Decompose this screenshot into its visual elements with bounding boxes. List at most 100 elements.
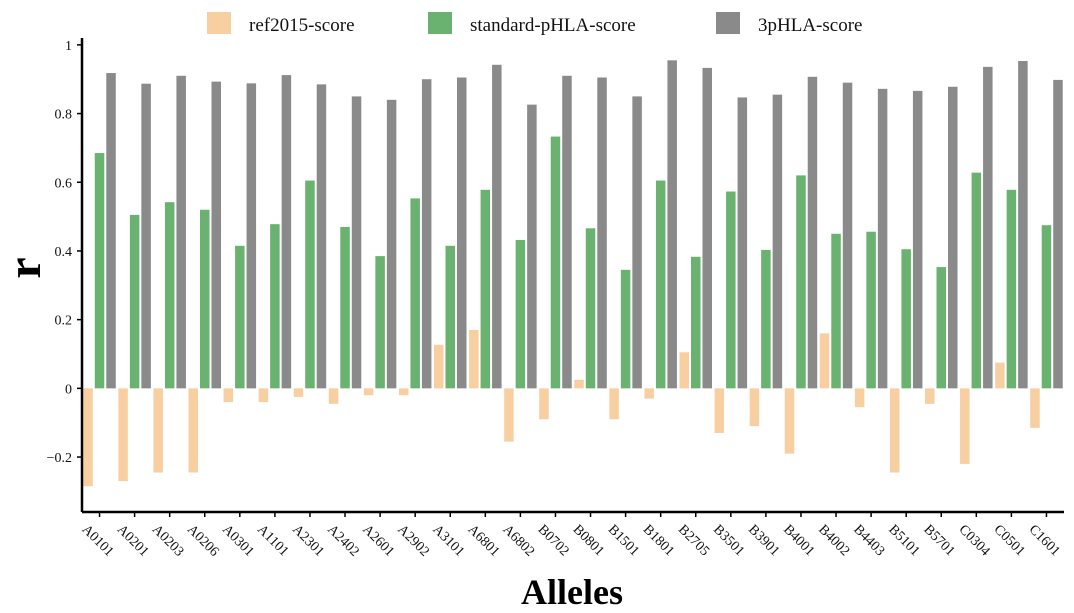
bar-standard-pHLA-score-B0801 xyxy=(585,228,596,389)
y-tick-label: 0.8 xyxy=(55,108,73,123)
bar-standard-pHLA-score-B2705 xyxy=(691,256,701,389)
bar-3pHLA-score-A6802 xyxy=(527,104,537,389)
bar-standard-pHLA-score-A2902 xyxy=(410,198,420,389)
x-axis-title: Alleles xyxy=(521,572,623,608)
y-tick-label: 1 xyxy=(65,39,72,54)
x-tick-label: C0501 xyxy=(991,522,1028,559)
bar-3pHLA-score-A1101 xyxy=(281,75,292,389)
legend-swatch-standard-pHLA-score xyxy=(428,12,452,34)
bar-3pHLA-score-A2301 xyxy=(316,84,327,389)
bar-ref2015-score-B1501 xyxy=(609,388,619,420)
bar-standard-pHLA-score-B1501 xyxy=(620,269,631,389)
x-tick-label: A2902 xyxy=(394,522,432,560)
x-tick-label: B4001 xyxy=(780,522,817,559)
bar-3pHLA-score-B4002 xyxy=(842,82,853,389)
bar-standard-pHLA-score-A0206 xyxy=(200,209,210,389)
x-tick-label: A0206 xyxy=(184,522,222,560)
bar-ref2015-score-B5101 xyxy=(889,388,900,473)
bar-standard-pHLA-score-A2402 xyxy=(340,226,350,389)
bar-3pHLA-score-B5101 xyxy=(912,90,923,389)
bar-standard-pHLA-score-A3101 xyxy=(445,245,455,389)
bar-ref2015-score-A2902 xyxy=(398,388,409,396)
y-tick-label: 0 xyxy=(65,382,72,397)
x-tick-label: C1601 xyxy=(1026,522,1063,559)
bar-3pHLA-score-B0702 xyxy=(562,75,572,389)
axes xyxy=(80,38,1064,514)
bar-ref2015-score-B5701 xyxy=(925,388,935,404)
bar-standard-pHLA-score-A6802 xyxy=(515,239,526,389)
x-tick-label: A0301 xyxy=(219,522,257,560)
x-tick-label: B4403 xyxy=(850,522,887,559)
bar-standard-pHLA-score-B5101 xyxy=(901,249,911,389)
x-tick-label: B0702 xyxy=(535,522,572,559)
bar-ref2015-score-C0304 xyxy=(960,388,970,464)
x-tick-label: A2301 xyxy=(289,522,327,560)
x-tick-label: A0203 xyxy=(149,522,187,560)
bar-ref2015-score-A6801 xyxy=(469,329,479,389)
bar-3pHLA-score-A2402 xyxy=(351,96,362,389)
bar-ref2015-score-C0501 xyxy=(995,362,1005,389)
bar-3pHLA-score-C0501 xyxy=(1018,61,1028,389)
y-tick-label: 0.2 xyxy=(55,314,73,329)
bar-ref2015-score-A0301 xyxy=(223,388,234,403)
bar-ref2015-score-C1601 xyxy=(1030,388,1040,428)
bar-standard-pHLA-score-A2301 xyxy=(305,180,315,389)
bar-ref2015-score-A0203 xyxy=(153,388,163,473)
y-tick-label: 0.4 xyxy=(55,245,73,260)
x-tick-label: B5101 xyxy=(885,522,922,559)
x-tick-label: B4002 xyxy=(815,522,852,559)
bar-3pHLA-score-A0203 xyxy=(176,75,186,389)
bar-ref2015-score-A2601 xyxy=(363,388,374,396)
x-tick-label: B3501 xyxy=(710,522,747,559)
y-tick-label: 0.6 xyxy=(55,176,73,191)
x-tick-label: A0201 xyxy=(114,522,152,560)
bar-3pHLA-score-A0206 xyxy=(211,81,221,389)
bar-standard-pHLA-score-B4403 xyxy=(866,231,876,389)
bar-ref2015-score-B3501 xyxy=(714,388,725,433)
bar-3pHLA-score-B5701 xyxy=(948,86,958,389)
bar-3pHLA-score-A2902 xyxy=(421,79,432,389)
bar-3pHLA-score-B4001 xyxy=(807,76,818,389)
bar-ref2015-score-A2402 xyxy=(328,388,339,404)
x-tick-label: A2601 xyxy=(359,522,397,560)
bars-group xyxy=(83,60,1063,487)
bar-3pHLA-score-B0801 xyxy=(597,77,607,389)
bar-standard-pHLA-score-C1601 xyxy=(1041,225,1052,389)
bar-ref2015-score-B0702 xyxy=(539,388,549,420)
bar-3pHLA-score-A0201 xyxy=(141,83,151,389)
bar-3pHLA-score-C1601 xyxy=(1053,79,1063,389)
x-tick-label: B5701 xyxy=(920,522,957,559)
x-tick-label: A2402 xyxy=(324,522,362,560)
bar-standard-pHLA-score-B0702 xyxy=(550,136,561,389)
bar-3pHLA-score-B1501 xyxy=(632,96,642,389)
bar-ref2015-score-B2705 xyxy=(679,352,689,389)
bar-3pHLA-score-A2601 xyxy=(386,99,397,389)
bar-standard-pHLA-score-A2601 xyxy=(375,256,385,389)
x-ticks: A0101A0201A0203A0206A0301A1101A2301A2402… xyxy=(79,512,1063,560)
x-tick-label: A3101 xyxy=(429,522,467,560)
bar-3pHLA-score-B2705 xyxy=(702,67,712,389)
x-tick-label: B1501 xyxy=(605,522,642,559)
x-tick-label: A1101 xyxy=(254,522,291,559)
bar-standard-pHLA-score-B5701 xyxy=(936,267,946,389)
x-tick-label: B2705 xyxy=(675,522,712,559)
legend-swatch-ref2015-score xyxy=(207,12,231,34)
bar-ref2015-score-A3101 xyxy=(434,344,444,389)
bar-standard-pHLA-score-A0101 xyxy=(94,153,105,389)
y-axis-title: r xyxy=(0,257,51,278)
bar-standard-pHLA-score-C0501 xyxy=(1006,189,1017,389)
bar-standard-pHLA-score-C0304 xyxy=(971,172,982,389)
bar-standard-pHLA-score-B3501 xyxy=(726,191,736,389)
bar-3pHLA-score-B3501 xyxy=(737,97,748,389)
bar-3pHLA-score-A6801 xyxy=(492,64,502,389)
bar-standard-pHLA-score-A6801 xyxy=(480,189,491,389)
bar-ref2015-score-A6802 xyxy=(504,388,514,442)
bar-3pHLA-score-B1801 xyxy=(667,60,677,389)
bar-standard-pHLA-score-A0203 xyxy=(164,202,175,389)
legend-label-standard-pHLA-score: standard-pHLA-score xyxy=(470,15,636,36)
bar-3pHLA-score-B3901 xyxy=(772,94,783,389)
y-ticks: −0.2 0 0.2 0.4 0.6 0.8 1 xyxy=(47,39,82,466)
x-tick-label: C0304 xyxy=(955,522,992,559)
bar-standard-pHLA-score-B4002 xyxy=(831,233,841,389)
